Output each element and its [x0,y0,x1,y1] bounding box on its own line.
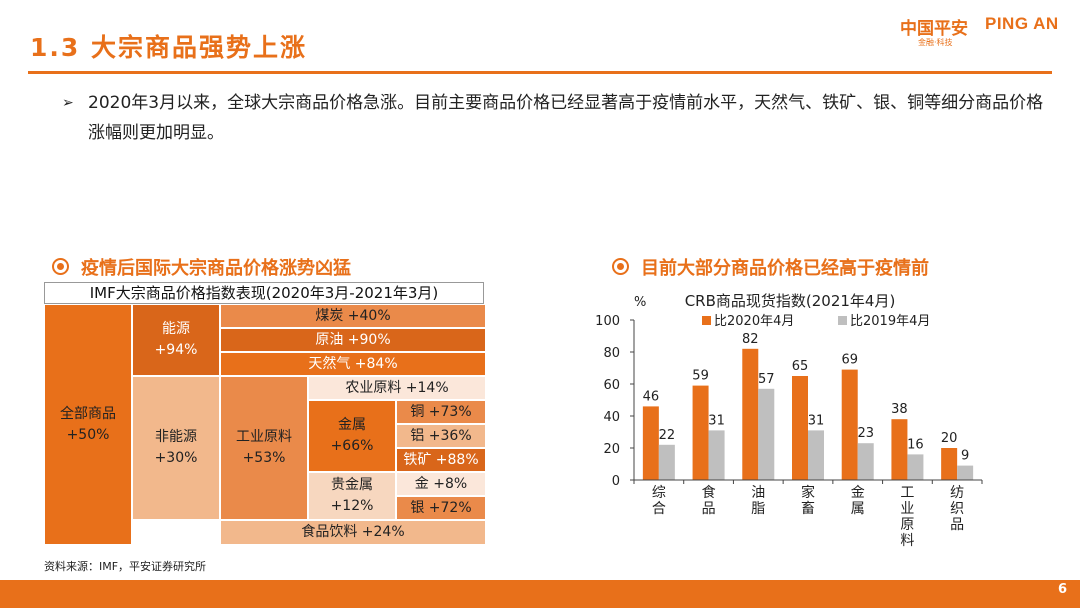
bar-data-label: 23 [857,426,874,441]
bar-vs-2020 [941,448,958,480]
bar-vs-2019 [658,444,675,480]
cell-industrial-name: 工业原料 [236,429,292,445]
cell-aluminum: 铝 +36% [396,424,486,448]
pingan-logo: 中国平安 PING AN 金融·科技 [900,12,1070,52]
x-tick-label: 金属 [851,485,865,517]
right-section-heading: 目前大部分商品价格已经高于疫情前 [612,254,929,280]
logo-en-text: PING AN [985,14,1059,33]
cell-agri-raw: 农业原料 +14% [308,376,486,400]
cell-metal: 金属 +66% [308,400,396,472]
target-circle-icon [612,258,629,275]
bar-vs-2019 [857,443,874,480]
bar-vs-2020 [642,406,659,480]
bar-vs-2020 [792,376,808,480]
legend-swatch [838,316,847,325]
legend-label: 比2020年4月 [714,314,794,329]
cell-non-energy-name: 非能源 [154,429,197,445]
cell-metal-name: 金属 [337,417,366,433]
x-tick-label: 综合 [652,485,666,517]
bar-data-label: 9 [961,449,969,464]
y-tick-label: 100 [595,314,620,329]
bar-vs-2019 [957,465,974,480]
bar-vs-2020 [841,369,858,480]
cell-industrial: 工业原料 +53% [220,376,308,520]
chart-bars: 46 22 59 31 82 57 65 31 69 23 38 16 209 [643,332,974,480]
chart-y-axis: 0 20 40 60 80 100 [595,314,635,489]
left-heading-text: 疫情后国际大宗商品价格涨势凶猛 [81,258,351,279]
cell-non-energy: 非能源 +30% [132,376,220,520]
cell-natural-gas: 天然气 +84% [220,352,486,376]
bar-data-label: 22 [659,428,676,443]
cell-non-energy-value: +30% [154,450,198,466]
bar-vs-2020 [692,385,709,480]
cell-food-beverage: 食品饮料 +24% [220,520,486,545]
crb-bar-chart: CRB商品现货指数(2021年4月) % 比2020年4月 比2019年4月 0 2… [595,292,983,549]
bar-data-label: 46 [643,389,660,404]
bar-data-label: 16 [907,437,924,452]
commodity-treemap: 全部商品 +50% 能源 +94% 煤炭 +40% 原油 +90% 天然气 +84%… [44,304,486,545]
cell-precious-metal: 贵金属 +12% [308,472,396,520]
cell-crude-oil: 原油 +90% [220,328,486,352]
cell-precious-value: +12% [330,498,374,514]
logo-cn-text: 中国平安 [900,19,968,39]
bar-data-label: 57 [758,372,775,387]
y-tick-label: 60 [603,378,620,393]
cell-iron-ore: 铁矿 +88% [396,448,486,472]
cell-energy-value: +94% [154,342,198,358]
cell-all-name: 全部商品 [60,405,116,422]
logo-subtitle: 金融·科技 [918,38,953,47]
cell-silver: 银 +72% [396,496,486,520]
source-note: 资料来源：IMF，平安证券研究所 [44,560,207,573]
treemap-title: IMF大宗商品价格指数表现(2020年3月-2021年3月) [44,282,484,304]
footer-bar [0,580,1080,608]
bar-vs-2019 [708,430,725,480]
legend-swatch [702,316,711,325]
x-tick-label: 家畜 [801,484,815,517]
bar-data-label: 82 [742,332,759,347]
x-tick-label: 工业原料 [900,485,914,549]
title-divider [28,71,1052,74]
cell-all-value: +50% [66,426,110,443]
cell-energy: 能源 +94% [132,304,220,376]
cell-coal: 煤炭 +40% [220,304,486,328]
cell-all-commodities: 全部商品 +50% [44,304,132,545]
bullet-arrow-icon: ➢ [62,95,74,111]
cell-industrial-value: +53% [242,450,286,466]
left-section-heading: 疫情后国际大宗商品价格涨势凶猛 [52,254,351,280]
y-tick-label: 20 [603,442,620,457]
cell-gold: 金 +8% [396,472,486,496]
y-tick-label: 40 [603,410,620,425]
bar-vs-2020 [891,419,908,480]
x-tick-label: 食品 [702,484,716,517]
cell-copper: 铜 +73% [396,400,486,424]
chart-title: CRB商品现货指数(2021年4月) [685,292,896,310]
chart-y-unit: % [634,295,646,310]
chart-x-axis: 综合 食品 油脂 家畜 金属 工业原料 纺织品 [633,479,983,549]
page-title: 1.3 大宗商品强势上涨 [30,33,307,62]
x-tick-label: 纺织品 [950,485,964,533]
bar-data-label: 31 [708,413,725,428]
bar-data-label: 38 [891,402,908,417]
y-tick-label: 0 [612,474,620,489]
target-circle-icon [52,258,69,275]
bar-data-label: 20 [941,431,958,446]
y-tick-label: 80 [603,346,620,361]
cell-metal-value: +66% [330,438,374,454]
chart-legend: 比2020年4月 比2019年4月 [702,314,930,329]
legend-label: 比2019年4月 [850,314,930,329]
page-number: 6 [1058,582,1068,597]
bar-vs-2019 [907,454,924,480]
x-tick-label: 油脂 [751,485,765,517]
bar-data-label: 65 [792,359,809,374]
bullet-text: 2020年3月以来，全球大宗商品价格急涨。目前主要商品价格已经显著高于疫情前水平… [88,93,1044,143]
cell-precious-name: 贵金属 [330,477,373,493]
bar-vs-2020 [742,348,759,480]
bar-vs-2019 [758,388,775,480]
bar-vs-2019 [808,430,824,480]
bar-data-label: 31 [808,413,825,428]
bar-data-label: 69 [841,353,858,368]
bar-data-label: 59 [692,369,709,384]
right-heading-text: 目前大部分商品价格已经高于疫情前 [641,258,929,279]
cell-energy-name: 能源 [161,321,190,337]
